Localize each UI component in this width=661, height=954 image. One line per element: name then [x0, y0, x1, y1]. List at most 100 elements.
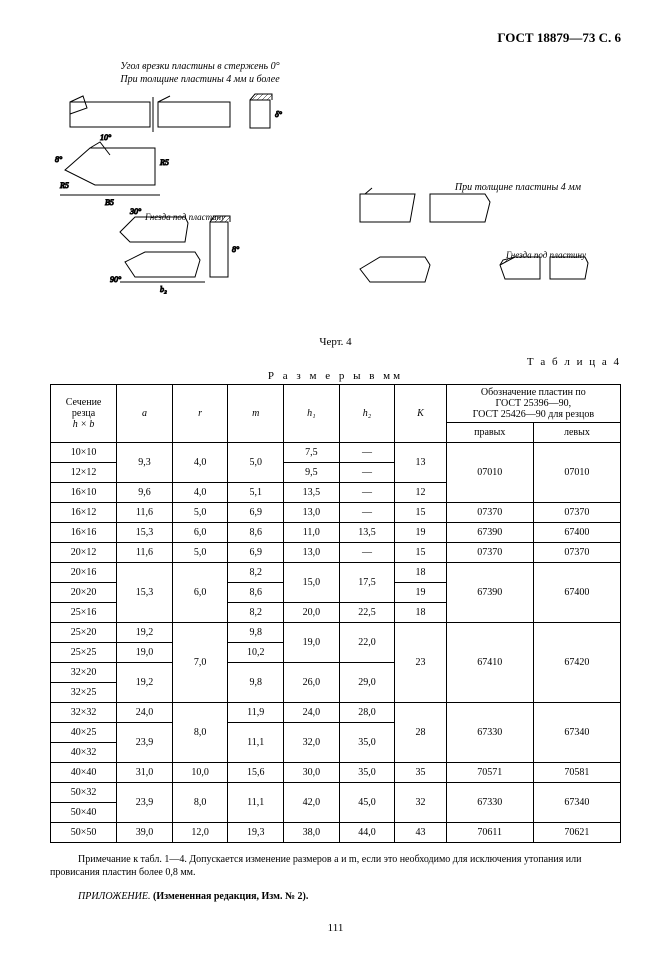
table-cell: 11,1: [228, 783, 284, 823]
svg-text:8°: 8°: [232, 245, 240, 254]
table-cell: 67400: [533, 563, 620, 623]
table-cell: 67390: [446, 523, 533, 543]
table-cell: 9,3: [117, 443, 173, 483]
table-cell: 4,0: [172, 443, 228, 483]
col-designation-3: ГОСТ 25426—90 для резцов: [473, 409, 594, 420]
col-left: левых: [533, 423, 620, 443]
table-cell: 12: [395, 483, 446, 503]
table-cell: 28,0: [339, 703, 395, 723]
table-cell: 20×20: [51, 583, 117, 603]
table-cell: 8,2: [228, 563, 284, 583]
table-cell: 23,9: [117, 783, 173, 823]
table-cell: 8,0: [172, 783, 228, 823]
table-cell: 11,1: [228, 723, 284, 763]
col-section-2: резца: [72, 408, 95, 419]
table-cell: 6,0: [172, 563, 228, 623]
table-cell: 12,0: [172, 823, 228, 843]
table-cell: 9,5: [284, 463, 340, 483]
col-m: m: [228, 385, 284, 443]
table-cell: 42,0: [284, 783, 340, 823]
figure-caption: Угол врезки пластины в стержень 0° При т…: [60, 60, 340, 86]
table-cell: 7,0: [172, 623, 228, 703]
table-cell: 19,2: [117, 663, 173, 703]
table-cell: 40×25: [51, 723, 117, 743]
table-cell: 6,9: [228, 503, 284, 523]
svg-text:R5: R5: [159, 158, 169, 167]
col-designation-1: Обозначение пластин по: [481, 387, 586, 398]
table-cell: 25×20: [51, 623, 117, 643]
table-cell: 19,0: [117, 643, 173, 663]
table-cell: —: [339, 543, 395, 563]
table-cell: 20×12: [51, 543, 117, 563]
table-cell: 8,2: [228, 603, 284, 623]
socket-label-right: Гнезда под пластину: [506, 250, 586, 260]
table-cell: 17,5: [339, 563, 395, 603]
table-cell: 70581: [533, 763, 620, 783]
table-cell: 12×12: [51, 463, 117, 483]
col-h1: h₁: [284, 385, 340, 443]
table-cell: 11,6: [117, 503, 173, 523]
table-cell: 29,0: [339, 663, 395, 703]
svg-text:=B: =B: [255, 92, 265, 93]
table-cell: 07370: [446, 503, 533, 523]
table-cell: 13,5: [284, 483, 340, 503]
table-cell: 10,0: [172, 763, 228, 783]
table-cell: 22,5: [339, 603, 395, 623]
table-cell: 11,6: [117, 543, 173, 563]
table-cell: 43: [395, 823, 446, 843]
table-cell: 70611: [446, 823, 533, 843]
svg-text:R5: R5: [59, 181, 69, 190]
table-cell: 32,0: [284, 723, 340, 763]
table-cell: 67400: [533, 523, 620, 543]
table-cell: 8,6: [228, 523, 284, 543]
table-cell: 07010: [533, 443, 620, 503]
appendix-line: ПРИЛОЖЕНИЕ. (Измененная редакция, Изм. №…: [50, 891, 621, 902]
table-cell: 10,2: [228, 643, 284, 663]
table-cell: 39,0: [117, 823, 173, 843]
appendix-text: (Измененная редакция, Изм. № 2).: [151, 891, 309, 902]
table-cell: 70621: [533, 823, 620, 843]
table-cell: 32×25: [51, 683, 117, 703]
table-cell: 07370: [446, 543, 533, 563]
table-cell: —: [339, 483, 395, 503]
table-cell: 44,0: [339, 823, 395, 843]
table-cell: 31,0: [117, 763, 173, 783]
table-cell: 18: [395, 563, 446, 583]
table-cell: 6,9: [228, 543, 284, 563]
table-cell: 40×40: [51, 763, 117, 783]
table-cell: 67340: [533, 703, 620, 763]
table-cell: 5,0: [172, 543, 228, 563]
table-cell: 07370: [533, 543, 620, 563]
table-cell: 40×32: [51, 743, 117, 763]
table-cell: 24,0: [117, 703, 173, 723]
table-cell: 22,0: [339, 623, 395, 663]
table-cell: 15,6: [228, 763, 284, 783]
table-cell: 8,6: [228, 583, 284, 603]
svg-text:8°: 8°: [55, 155, 63, 164]
col-a: a: [117, 385, 173, 443]
appendix-label: ПРИЛОЖЕНИЕ.: [78, 891, 151, 902]
page-header: ГОСТ 18879—73 С. 6: [50, 30, 621, 46]
table-cell: 19,2: [117, 623, 173, 643]
table-cell: 35: [395, 763, 446, 783]
svg-text:B5: B5: [105, 198, 114, 207]
table-cell: 23: [395, 623, 446, 703]
table-cell: 19: [395, 523, 446, 543]
table-cell: —: [339, 503, 395, 523]
table-cell: 15,3: [117, 563, 173, 623]
table-cell: 23,9: [117, 723, 173, 763]
table-cell: 19,3: [228, 823, 284, 843]
table-label: Т а б л и ц а 4: [50, 356, 621, 368]
table-cell: 07370: [533, 503, 620, 523]
col-designation-2: ГОСТ 25396—90,: [496, 398, 572, 409]
table-cell: 32: [395, 783, 446, 823]
table-cell: —: [339, 443, 395, 463]
table-cell: 4,0: [172, 483, 228, 503]
table-cell: 5,1: [228, 483, 284, 503]
table-cell: 24,0: [284, 703, 340, 723]
table-cell: 8,0: [172, 703, 228, 763]
table-cell: 50×50: [51, 823, 117, 843]
svg-text:30°: 30°: [129, 207, 142, 216]
table-cell: 67340: [533, 783, 620, 823]
table-cell: 11,0: [284, 523, 340, 543]
